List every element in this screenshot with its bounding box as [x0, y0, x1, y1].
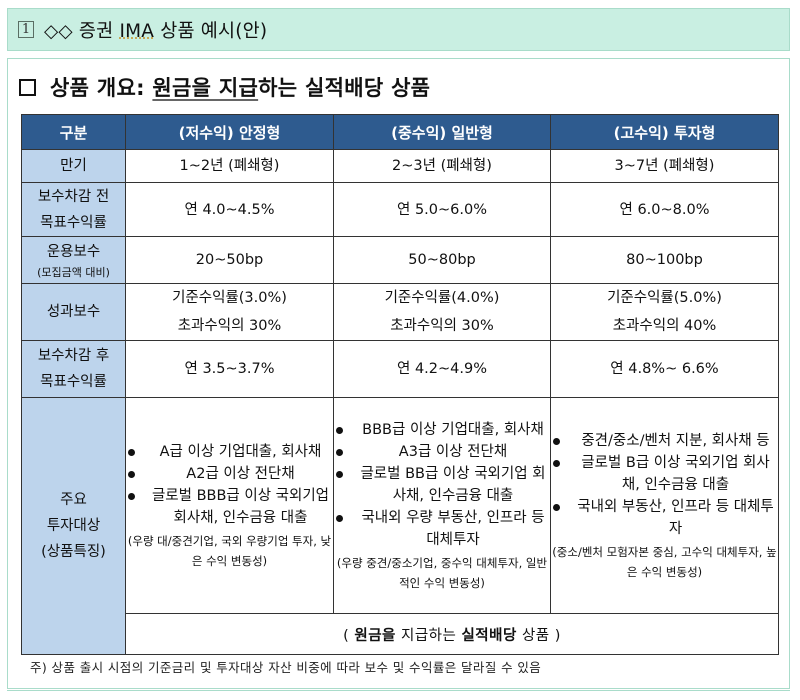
- bullet-list: A급 이상 기업대출, 회사채 A2급 이상 전단채 글로벌 BBB급 이상 국…: [126, 441, 333, 529]
- cell-line: 기준수익률(5.0%): [607, 290, 722, 306]
- stable-targets-cell: A급 이상 기업대출, 회사채 A2급 이상 전단채 글로벌 BBB급 이상 국…: [125, 397, 334, 614]
- section-title-bar: 1 ◇◇ 증권 IMA 상품 예시(안): [7, 8, 790, 51]
- summary-bold: 실적배당: [461, 627, 517, 644]
- table-cell: 연 4.0~4.5%: [125, 182, 334, 237]
- title-prefix: ◇◇ 증권: [44, 20, 120, 42]
- summary-text: 지급하는: [395, 627, 462, 644]
- table-cell: 연 3.5~3.7%: [125, 340, 334, 398]
- title-suffix: 상품 예시(안): [154, 20, 268, 42]
- table-cell: 50~80bp: [333, 236, 551, 284]
- list-item: 중견/중소/벤처 지분, 회사채 등: [551, 430, 778, 452]
- row-label-sub: (모집금액 대비): [37, 266, 110, 279]
- section-number: 1: [18, 21, 34, 38]
- table-row-maturity: 만기 1~2년 (폐쇄형) 2~3년 (폐쇄형) 3~7년 (폐쇄형): [21, 149, 779, 183]
- list-item: 국내외 우량 부동산, 인프라 등 대체투자: [334, 507, 550, 551]
- product-table: 구분 (저수익) 안정형 (중수익) 일반형 (고수익) 투자형 만기 1~2년…: [21, 114, 779, 655]
- cell-line: 초과수익의 30%: [177, 318, 282, 334]
- summary-bold: 원금을: [354, 627, 396, 644]
- row-label: 성과보수: [21, 283, 126, 341]
- subtitle-suffix: 하는 실적배당 상품: [258, 76, 431, 100]
- table-row-management-fee: 운용보수 (모집금액 대비) 20~50bp 50~80bp 80~100bp: [21, 236, 779, 284]
- summary-cell: ( 원금을 지급하는 실적배당 상품 ): [125, 613, 779, 655]
- list-item: 글로벌 BB급 이상 국외기업 회사채, 인수금융 대출: [334, 463, 550, 507]
- table-cell: 3~7년 (폐쇄형): [550, 149, 779, 183]
- list-item: BBB급 이상 기업대출, 회사채: [334, 419, 550, 441]
- divider: [7, 690, 790, 700]
- row-label: 만기: [21, 149, 126, 183]
- investment-targets-cell: 중견/중소/벤처 지분, 회사채 등 글로벌 B급 이상 국외기업 회사채, 인…: [550, 397, 779, 614]
- cell-line: 초과수익의 30%: [390, 318, 494, 334]
- general-targets-cell: BBB급 이상 기업대출, 회사채 A3급 이상 전단채 글로벌 BB급 이상 …: [333, 397, 551, 614]
- characteristics-note: (중소/벤처 모험자본 중심, 고수익 대체투자, 높은 수익 변동성): [552, 544, 777, 579]
- table-cell: 20~50bp: [125, 236, 334, 284]
- list-item: 글로벌 B급 이상 국외기업 회사채, 인수금융 대출: [551, 452, 778, 496]
- product-overview-heading: 상품 개요: 원금을 지급 하는 실적배당 상품: [19, 72, 430, 102]
- bullet-list: BBB급 이상 기업대출, 회사채 A3급 이상 전단채 글로벌 BB급 이상 …: [334, 419, 550, 551]
- row-label-line: 보수차감 후: [37, 348, 110, 364]
- header-stable: (저수익) 안정형: [125, 114, 334, 150]
- table-header-row: 구분 (저수익) 안정형 (중수익) 일반형 (고수익) 투자형: [21, 114, 779, 150]
- list-item: 국내외 부동산, 인프라 등 대체투자: [551, 496, 778, 540]
- subtitle-underlined: 원금을 지급: [152, 76, 259, 100]
- summary-text: (: [343, 627, 355, 644]
- cell-line: 기준수익률(3.0%): [172, 290, 287, 306]
- section-title: ◇◇ 증권 IMA 상품 예시(안): [44, 17, 267, 43]
- table-cell: 기준수익률(3.0%) 초과수익의 30%: [125, 283, 334, 341]
- subtitle-prefix: 상품 개요:: [50, 76, 153, 100]
- row-label-line: 투자대상: [46, 518, 101, 534]
- header-general: (중수익) 일반형: [333, 114, 551, 150]
- footnote: 주) 상품 출시 시점의 기준금리 및 투자대상 자산 비중에 따라 보수 및 …: [30, 660, 542, 675]
- header-investment: (고수익) 투자형: [550, 114, 779, 150]
- table-cell: 기준수익률(5.0%) 초과수익의 40%: [550, 283, 779, 341]
- cell-line: 초과수익의 40%: [612, 318, 717, 334]
- table-cell: 기준수익률(4.0%) 초과수익의 30%: [333, 283, 551, 341]
- header-category: 구분: [21, 114, 126, 150]
- list-item: 글로벌 BBB급 이상 국외기업 회사채, 인수금융 대출: [126, 485, 333, 529]
- cell-line: 기준수익률(4.0%): [384, 290, 500, 306]
- characteristics-note: (우량 중견/중소기업, 중수익 대체투자, 일반적인 수익 변동성): [336, 555, 548, 590]
- row-label-line: 목표수익률: [40, 374, 107, 390]
- table-cell: 1~2년 (폐쇄형): [125, 149, 334, 183]
- table-cell: 연 4.2~4.9%: [333, 340, 551, 398]
- table-cell: 연 4.8%~ 6.6%: [550, 340, 779, 398]
- row-label-line: 보수차감 전: [37, 188, 110, 205]
- title-ima: IMA: [119, 20, 155, 42]
- row-label-line: 운용보수: [46, 244, 101, 260]
- summary-text: 상품 ): [516, 627, 561, 644]
- list-item: A3급 이상 전단채: [334, 441, 550, 463]
- row-label: 운용보수 (모집금액 대비): [21, 236, 126, 284]
- table-cell: 연 6.0~8.0%: [550, 182, 779, 237]
- checkbox-square-icon: [19, 78, 36, 96]
- row-label-line: 주요: [60, 492, 87, 508]
- bullet-list: 중견/중소/벤처 지분, 회사채 등 글로벌 B급 이상 국외기업 회사채, 인…: [551, 430, 778, 540]
- table-cell: 연 5.0~6.0%: [333, 182, 551, 237]
- table-row-summary: ( 원금을 지급하는 실적배당 상품 ): [22, 613, 779, 655]
- characteristics-note: (우량 대/중견기업, 국외 우량기업 투자, 낮은 수익 변동성): [127, 533, 332, 568]
- list-item: A급 이상 기업대출, 회사채: [126, 441, 333, 463]
- table-row-performance-fee: 성과보수 기준수익률(3.0%) 초과수익의 30% 기준수익률(4.0%) 초과수…: [21, 283, 779, 341]
- row-label-line: (상품특징): [41, 544, 106, 560]
- table-cell: 2~3년 (폐쇄형): [333, 149, 551, 183]
- list-item: A2급 이상 전단채: [126, 463, 333, 485]
- table-cell: 80~100bp: [550, 236, 779, 284]
- row-label-line: 목표수익률: [40, 214, 107, 231]
